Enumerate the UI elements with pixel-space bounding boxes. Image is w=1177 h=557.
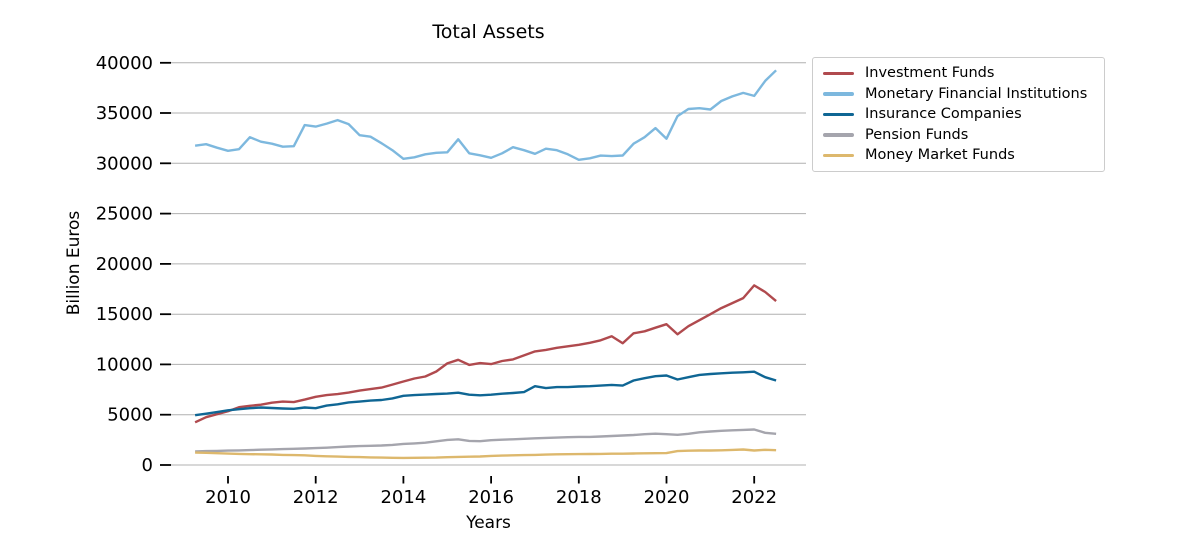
y-tick-label: 15000 — [96, 304, 153, 325]
x-tick-label: 2010 — [205, 487, 251, 508]
legend-item-label: Money Market Funds — [865, 147, 1015, 164]
x-tick-label: 2012 — [293, 487, 339, 508]
legend-line-swatch — [823, 71, 854, 76]
legend-item-money-market-funds: Money Market Funds — [823, 148, 1094, 163]
y-tick-label: 40000 — [96, 53, 153, 74]
legend-item-pension-funds: Pension Funds — [823, 128, 1094, 143]
legend-item-label: Insurance Companies — [865, 106, 1022, 123]
legend-line-swatch — [823, 112, 854, 117]
chart-line-money-market-funds — [195, 448, 777, 460]
y-tick-label: 35000 — [96, 103, 153, 124]
x-tick-label: 2018 — [556, 487, 602, 508]
chart-line-pension-funds — [195, 428, 777, 453]
chart-line-investment-funds — [194, 284, 777, 424]
x-tick-label: 2022 — [731, 487, 777, 508]
legend-item-label: Pension Funds — [865, 126, 969, 143]
y-tick-label: 10000 — [96, 354, 153, 375]
legend-item-insurance-companies: Insurance Companies — [823, 107, 1094, 122]
x-axis-label: Years — [466, 513, 511, 533]
chart-line-insurance-companies — [194, 370, 777, 417]
y-tick-label: 25000 — [96, 204, 153, 225]
x-tick-label: 2016 — [468, 487, 514, 508]
legend-item-investment-funds: Investment Funds — [823, 66, 1094, 81]
chart-title: Total Assets — [432, 21, 545, 43]
chart-line-monetary-financial-institutions — [194, 69, 777, 162]
y-tick-label: 0 — [142, 455, 153, 476]
y-tick-label: 30000 — [96, 153, 153, 174]
legend-line-swatch — [823, 92, 854, 96]
x-tick-label: 2020 — [644, 487, 690, 508]
x-tick-label: 2014 — [380, 487, 426, 508]
y-tick-label: 20000 — [96, 254, 153, 275]
legend-item-label: Monetary Financial Institutions — [865, 85, 1088, 102]
legend-line-swatch — [823, 133, 854, 137]
legend-line-swatch — [823, 153, 854, 158]
legend-item-label: Investment Funds — [865, 65, 995, 82]
y-tick-label: 5000 — [107, 405, 153, 426]
legend-item-monetary-financial-institutions: Monetary Financial Institutions — [823, 87, 1094, 102]
legend: Investment Funds Monetary Financial Insti… — [812, 57, 1105, 172]
